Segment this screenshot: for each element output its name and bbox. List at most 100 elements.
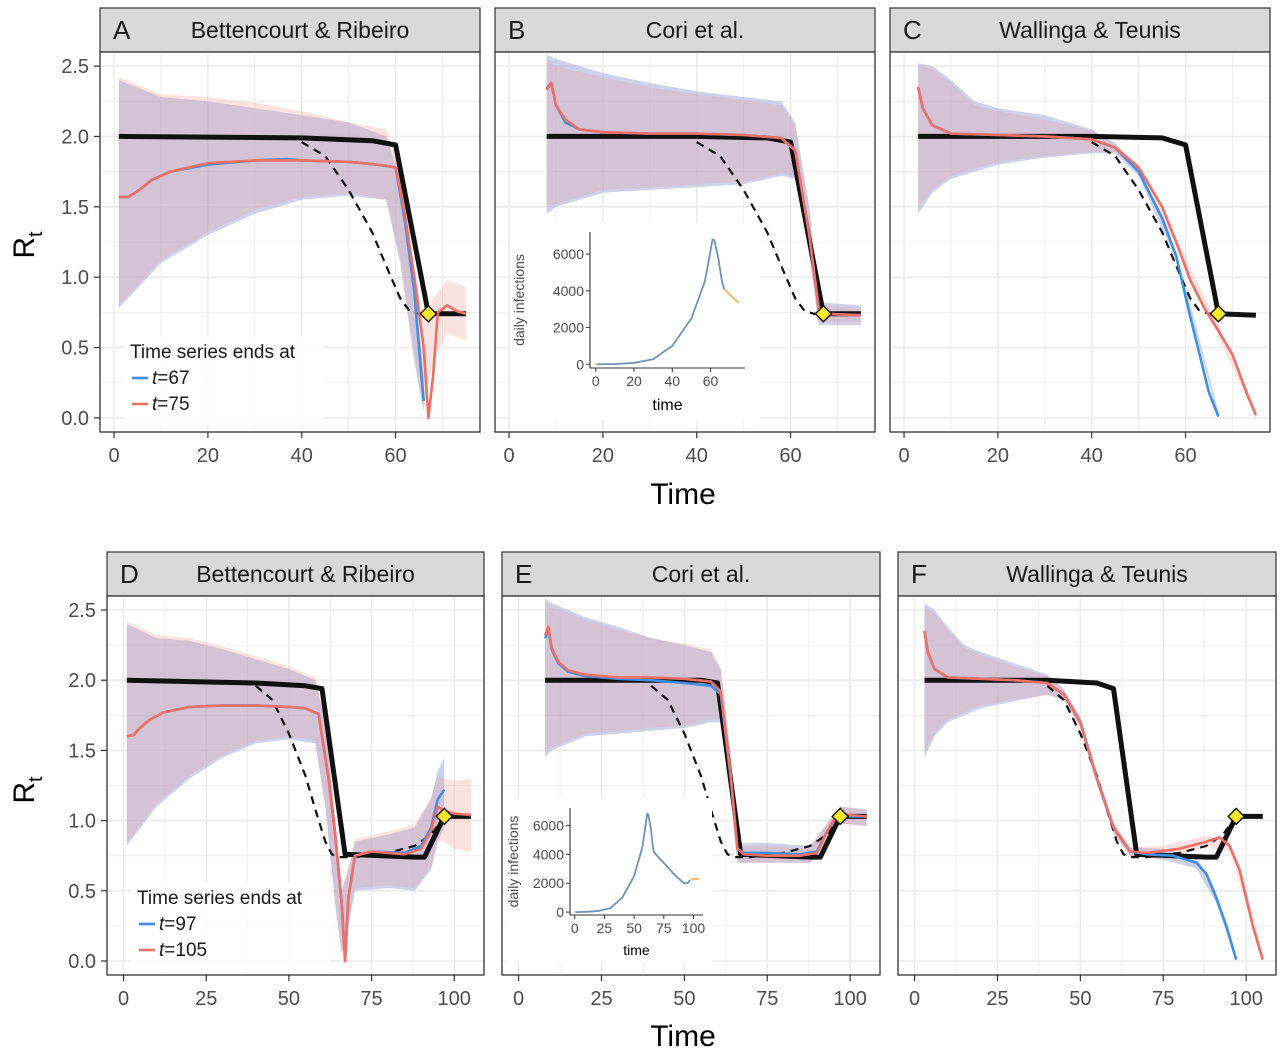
panel-e: E Cori et al. 0 25 50 75 100 0 25 50 75 100 0 2000 400… [501,551,881,1010]
y-tick-label: 2.0 [61,126,89,148]
x-tick-label: 75 [756,988,778,1010]
series-line-t-105 [543,625,867,857]
plot-content [923,603,1264,961]
inset-y-tick-label: 0 [556,904,564,920]
legend-label: t=97 [159,914,197,935]
inset-y-tick-label: 0 [576,356,584,372]
inset-y-tick-label: 2000 [533,875,564,891]
panel-border [897,595,1277,976]
y-axis-title-top: Rt [8,231,47,259]
plot-content [126,621,471,963]
inset-daily-infections: 0 20 40 60 0 2000 4000 6000 time daily infections [510,222,760,420]
strip-header [106,551,485,597]
inset-infections-line [574,812,691,913]
y-tick-label: 1.5 [68,740,96,762]
panel-letter: A [113,15,131,45]
series-line-t-75 [118,159,467,420]
x-tick-label: 50 [278,988,300,1010]
confidence-band-blue [545,598,867,863]
inset-y-tick-label: 6000 [533,817,564,833]
end-point-marker [814,304,833,323]
panel-title: Bettencourt & Ribeiro [196,561,415,587]
panel-c: C Wallinga & Teunis 0 20 40 60 [889,7,1271,467]
inset-daily-infections: 0 25 50 75 100 0 2000 4000 6000 time daily infecti… [505,798,712,962]
panel-border [106,595,485,976]
inset-x-tick-label: 20 [626,373,642,389]
panel-letter: F [911,559,927,589]
x-tick-label: 0 [109,445,120,467]
series-line-t-75 [545,81,861,317]
x-tick-label: 100 [1229,988,1262,1010]
y-axis-title-main: R [8,782,41,804]
inset-infections-extension-line [689,878,700,882]
x-axis-title-bottom: Time [650,1020,716,1051]
y-axis-title-main: R [8,237,41,259]
inset-background [510,222,760,420]
inset-y-label: daily infections [505,816,521,908]
x-tick-label: 20 [197,445,219,467]
x-tick-label: 60 [779,445,801,467]
inset-x-tick-label: 40 [664,373,680,389]
inset-x-label: time [652,397,682,414]
x-tick-label: 75 [360,988,382,1010]
strip-header [889,7,1271,53]
confidence-band-blue [918,63,1219,418]
inset-infections-extension-line [723,288,740,304]
inset-y-tick-label: 4000 [553,283,584,299]
svg-text:Rt: Rt [8,776,47,804]
true-rt-line [545,677,867,860]
legend-title: Time series ends at [130,342,296,363]
x-tick-label: 40 [1081,445,1103,467]
series-line-t-75 [916,86,1258,416]
y-tick-label: 1.0 [68,811,96,833]
end-point-marker [1209,304,1228,323]
legend-label: t=67 [152,368,190,389]
confidence-band-red [118,77,466,411]
y-axis-title-bottom: Rt [8,776,47,804]
x-tick-label: 25 [986,988,1008,1010]
x-tick-label: 40 [686,445,708,467]
x-tick-label: 0 [504,445,515,467]
inset-x-tick-label: 75 [656,920,672,936]
legend-title: Time series ends at [137,888,303,909]
y-tick-label: 0.5 [68,881,96,903]
panel-border [889,51,1271,433]
x-tick-label: 20 [987,445,1009,467]
y-tick-label: 2.5 [68,600,96,622]
series-line-t-105 [126,704,471,963]
x-axis-title-top: Time [650,478,716,511]
end-point-marker [435,807,454,826]
legend-label: t=75 [152,394,190,415]
x-tick-label: 100 [438,988,471,1010]
legend-label: t=105 [159,940,207,961]
inset-x-tick-label: 0 [592,373,600,389]
panel-letter: D [120,559,139,589]
plot-content [543,598,867,863]
confidence-band-overlap [924,603,1237,961]
x-tick-label: 0 [118,988,129,1010]
y-tick-label: 2.0 [68,670,96,692]
panel-a: A Bettencourt & Ribeiro 0 20 40 60 0.0 0.5 1.0 1.… [61,7,481,467]
confidence-band-blue [924,603,1237,961]
panel-letter: C [903,15,922,45]
x-tick-label: 25 [590,988,612,1010]
plot-content [118,77,467,420]
confidence-band-red [545,601,867,863]
inset-x-tick-label: 0 [571,920,579,936]
confidence-band-red [546,59,861,323]
confidence-band-red [918,66,1256,418]
end-point-marker [831,807,850,826]
x-tick-label: 100 [833,988,866,1010]
inset-y-tick-label: 2000 [553,320,584,336]
inset-y-label: daily infections [511,254,527,346]
strip-header [99,7,481,53]
inset-y-tick-label: 6000 [553,246,584,262]
y-tick-label: 2.5 [61,56,89,78]
instantaneous-rt-dashed-line [255,684,446,859]
x-tick-label: 50 [1069,988,1091,1010]
x-tick-label: 25 [195,988,217,1010]
confidence-band-red [924,607,1263,961]
x-tick-label: 50 [673,988,695,1010]
strip-header [897,551,1277,597]
